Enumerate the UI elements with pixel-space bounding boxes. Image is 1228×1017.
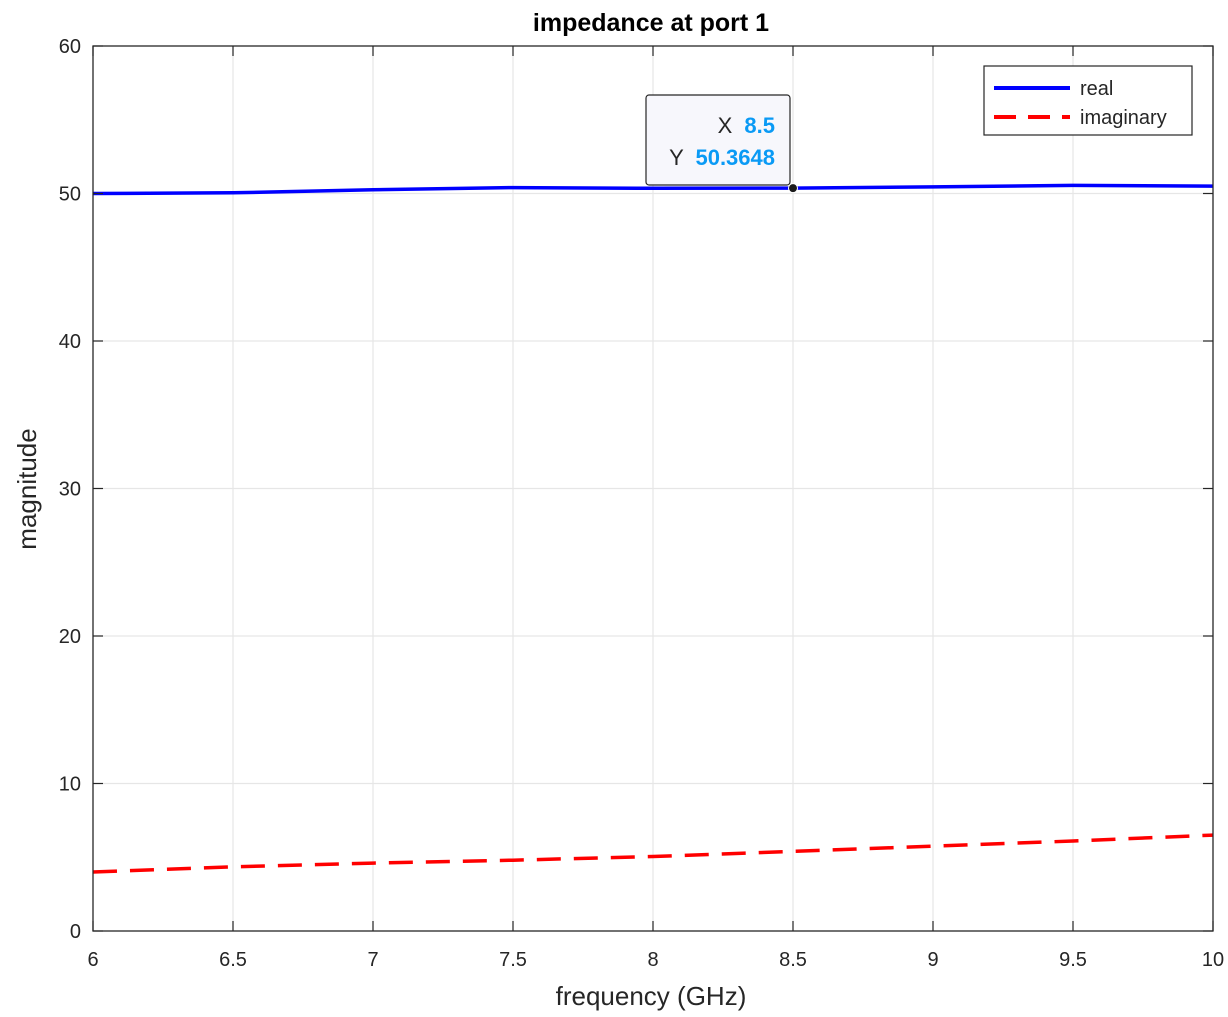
x-tick-label: 6 [87,949,98,971]
datatip-marker[interactable] [788,183,798,194]
legend[interactable]: real imaginary [983,65,1193,136]
y-tick-label: 30 [59,479,81,501]
x-tick-label: 8 [647,949,658,971]
x-tick-label: 10 [1202,949,1224,971]
y-tick-label: 0 [70,921,81,943]
y-axis-title: magnitude [12,428,42,549]
x-axis-title: frequency (GHz) [556,981,747,1011]
x-tick-label: 9 [927,949,938,971]
datatip-box [645,94,791,186]
y-tick-label: 60 [59,36,81,58]
x-tick-label: 7.5 [499,949,527,971]
series-line-real[interactable] [92,183,1214,196]
x-tick-label: 8.5 [779,949,807,971]
y-tick-label: 10 [59,774,81,796]
y-tick-label: 50 [59,184,81,206]
datatip-y-label: Y [669,145,684,170]
x-tick-label: 9.5 [1059,949,1087,971]
ticks-layer: 6 6.5 7 7.5 8 8.5 9 9.5 10 0 10 20 30 40 50 60 [59,36,1224,971]
x-tick-label: 7 [367,949,378,971]
series-line-imaginary[interactable] [92,833,1214,874]
datatip-x-label: X [718,113,733,138]
lines-layer [92,183,1214,874]
datatip-y-row: Y 50.3648 [669,145,775,170]
datatip[interactable]: X 8.5 Y 50.3648 [645,94,798,194]
datatip-y-value: 50.3648 [695,145,775,170]
x-tick-label: 6.5 [219,949,247,971]
legend-box [983,65,1193,136]
chart-title: impedance at port 1 [533,9,769,37]
datatip-x-value: 8.5 [744,113,775,138]
legend-label-real: real [1080,78,1113,100]
y-tick-label: 40 [59,331,81,353]
legend-label-imaginary: imaginary [1080,107,1167,129]
datatip-x-row: X 8.5 [718,113,775,138]
y-tick-label: 20 [59,626,81,648]
